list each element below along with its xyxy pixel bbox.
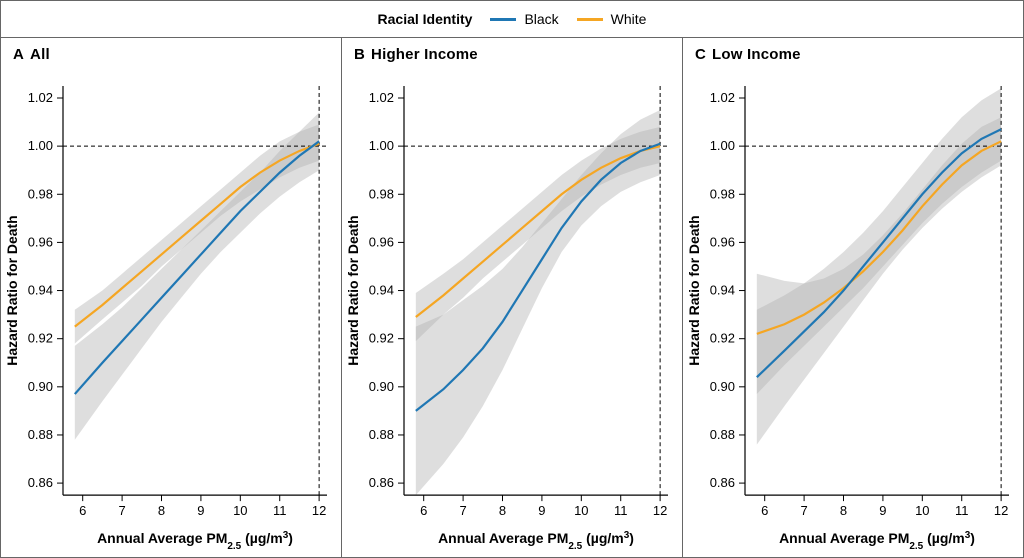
svg-text:8: 8 xyxy=(840,503,847,518)
legend-swatch-black xyxy=(490,18,516,21)
legend-item-white: White xyxy=(577,11,647,27)
ci-band-black xyxy=(75,112,319,439)
panel-letter: B xyxy=(354,46,365,63)
svg-text:9: 9 xyxy=(197,503,204,518)
svg-text:0.88: 0.88 xyxy=(710,427,735,442)
panel-c: C Low Income 6 7 8 9 10 11 12 0.86 0.88 0.90 0.92 0… xyxy=(682,38,1023,557)
y-axis-label: Hazard Ratio for Death xyxy=(686,215,702,365)
svg-text:10: 10 xyxy=(233,503,247,518)
y-axis-label: Hazard Ratio for Death xyxy=(4,215,20,365)
panel-title: C Low Income xyxy=(695,46,801,63)
panel-a: A All 6 7 8 9 10 11 12 0.86 0.88 0.90 0.92 0.94 0.96… xyxy=(1,38,341,557)
svg-text:9: 9 xyxy=(879,503,886,518)
svg-text:0.92: 0.92 xyxy=(28,331,53,346)
chart-svg: 6 7 8 9 10 11 12 0.86 0.88 0.90 0.92 0.94 0.96 0.98 1… xyxy=(1,68,341,557)
svg-text:8: 8 xyxy=(499,503,506,518)
legend-item-black: Black xyxy=(490,11,558,27)
svg-text:0.90: 0.90 xyxy=(710,379,735,394)
panel-title: A All xyxy=(13,46,50,63)
svg-text:0.98: 0.98 xyxy=(710,186,735,201)
svg-text:0.98: 0.98 xyxy=(369,186,394,201)
panel-letter: C xyxy=(695,46,706,63)
svg-text:11: 11 xyxy=(273,503,286,518)
chart-svg: 6 7 8 9 10 11 12 0.86 0.88 0.90 0.92 0.94 0.96 0.98 1… xyxy=(342,68,682,557)
svg-text:0.94: 0.94 xyxy=(369,283,394,298)
panel-title: B Higher Income xyxy=(354,46,478,63)
svg-text:1.00: 1.00 xyxy=(710,138,735,153)
legend-label-white: White xyxy=(611,11,647,27)
svg-text:1.02: 1.02 xyxy=(369,90,394,105)
chart-svg: 6 7 8 9 10 11 12 0.86 0.88 0.90 0.92 0.94 0.96 0.98 1… xyxy=(683,68,1023,557)
legend-label-black: Black xyxy=(524,11,558,27)
svg-text:0.86: 0.86 xyxy=(710,475,735,490)
svg-text:0.98: 0.98 xyxy=(28,186,53,201)
panel-label: Higher Income xyxy=(371,46,478,63)
svg-text:0.96: 0.96 xyxy=(710,234,735,249)
svg-text:0.96: 0.96 xyxy=(369,234,394,249)
svg-text:12: 12 xyxy=(653,503,667,518)
y-axis-label: Hazard Ratio for Death xyxy=(345,215,361,365)
svg-text:0.92: 0.92 xyxy=(710,331,735,346)
svg-text:0.94: 0.94 xyxy=(28,283,53,298)
svg-text:7: 7 xyxy=(118,503,125,518)
legend-bar: Racial Identity Black White xyxy=(1,1,1023,38)
svg-text:0.92: 0.92 xyxy=(369,331,394,346)
svg-text:6: 6 xyxy=(761,503,768,518)
svg-text:6: 6 xyxy=(420,503,427,518)
panel-label: Low Income xyxy=(712,46,801,63)
svg-text:11: 11 xyxy=(614,503,627,518)
legend-title: Racial Identity xyxy=(378,11,473,27)
svg-text:0.88: 0.88 xyxy=(28,427,53,442)
svg-text:0.86: 0.86 xyxy=(369,475,394,490)
svg-text:8: 8 xyxy=(158,503,165,518)
svg-text:11: 11 xyxy=(955,503,968,518)
svg-text:10: 10 xyxy=(574,503,588,518)
svg-text:1.00: 1.00 xyxy=(28,138,53,153)
svg-text:10: 10 xyxy=(915,503,929,518)
svg-text:7: 7 xyxy=(459,503,466,518)
panels-row: A All 6 7 8 9 10 11 12 0.86 0.88 0.90 0.92 0.94 0.96… xyxy=(1,38,1023,557)
svg-text:0.86: 0.86 xyxy=(28,475,53,490)
panel-b: B Higher Income 6 7 8 9 10 11 12 0.86 0.88 0.90 0.… xyxy=(341,38,682,557)
ci-band-black xyxy=(757,88,1001,444)
figure-container: Racial Identity Black White A All 6 7 8 9 10 1… xyxy=(0,0,1024,558)
svg-text:0.96: 0.96 xyxy=(28,234,53,249)
svg-text:12: 12 xyxy=(994,503,1008,518)
panel-letter: A xyxy=(13,46,24,63)
svg-text:9: 9 xyxy=(538,503,545,518)
svg-text:1.02: 1.02 xyxy=(710,90,735,105)
svg-text:0.90: 0.90 xyxy=(369,379,394,394)
panel-label: All xyxy=(30,46,50,63)
svg-text:1.00: 1.00 xyxy=(369,138,394,153)
svg-text:0.88: 0.88 xyxy=(369,427,394,442)
svg-text:1.02: 1.02 xyxy=(28,90,53,105)
svg-text:7: 7 xyxy=(800,503,807,518)
x-axis-label: Annual Average PM2.5 (µg/m3) xyxy=(438,530,634,552)
svg-text:12: 12 xyxy=(312,503,326,518)
svg-text:0.94: 0.94 xyxy=(710,283,735,298)
legend-swatch-white xyxy=(577,18,603,21)
x-axis-label: Annual Average PM2.5 (µg/m3) xyxy=(97,530,293,552)
svg-text:6: 6 xyxy=(79,503,86,518)
svg-text:0.90: 0.90 xyxy=(28,379,53,394)
x-axis-label: Annual Average PM2.5 (µg/m3) xyxy=(779,530,975,552)
